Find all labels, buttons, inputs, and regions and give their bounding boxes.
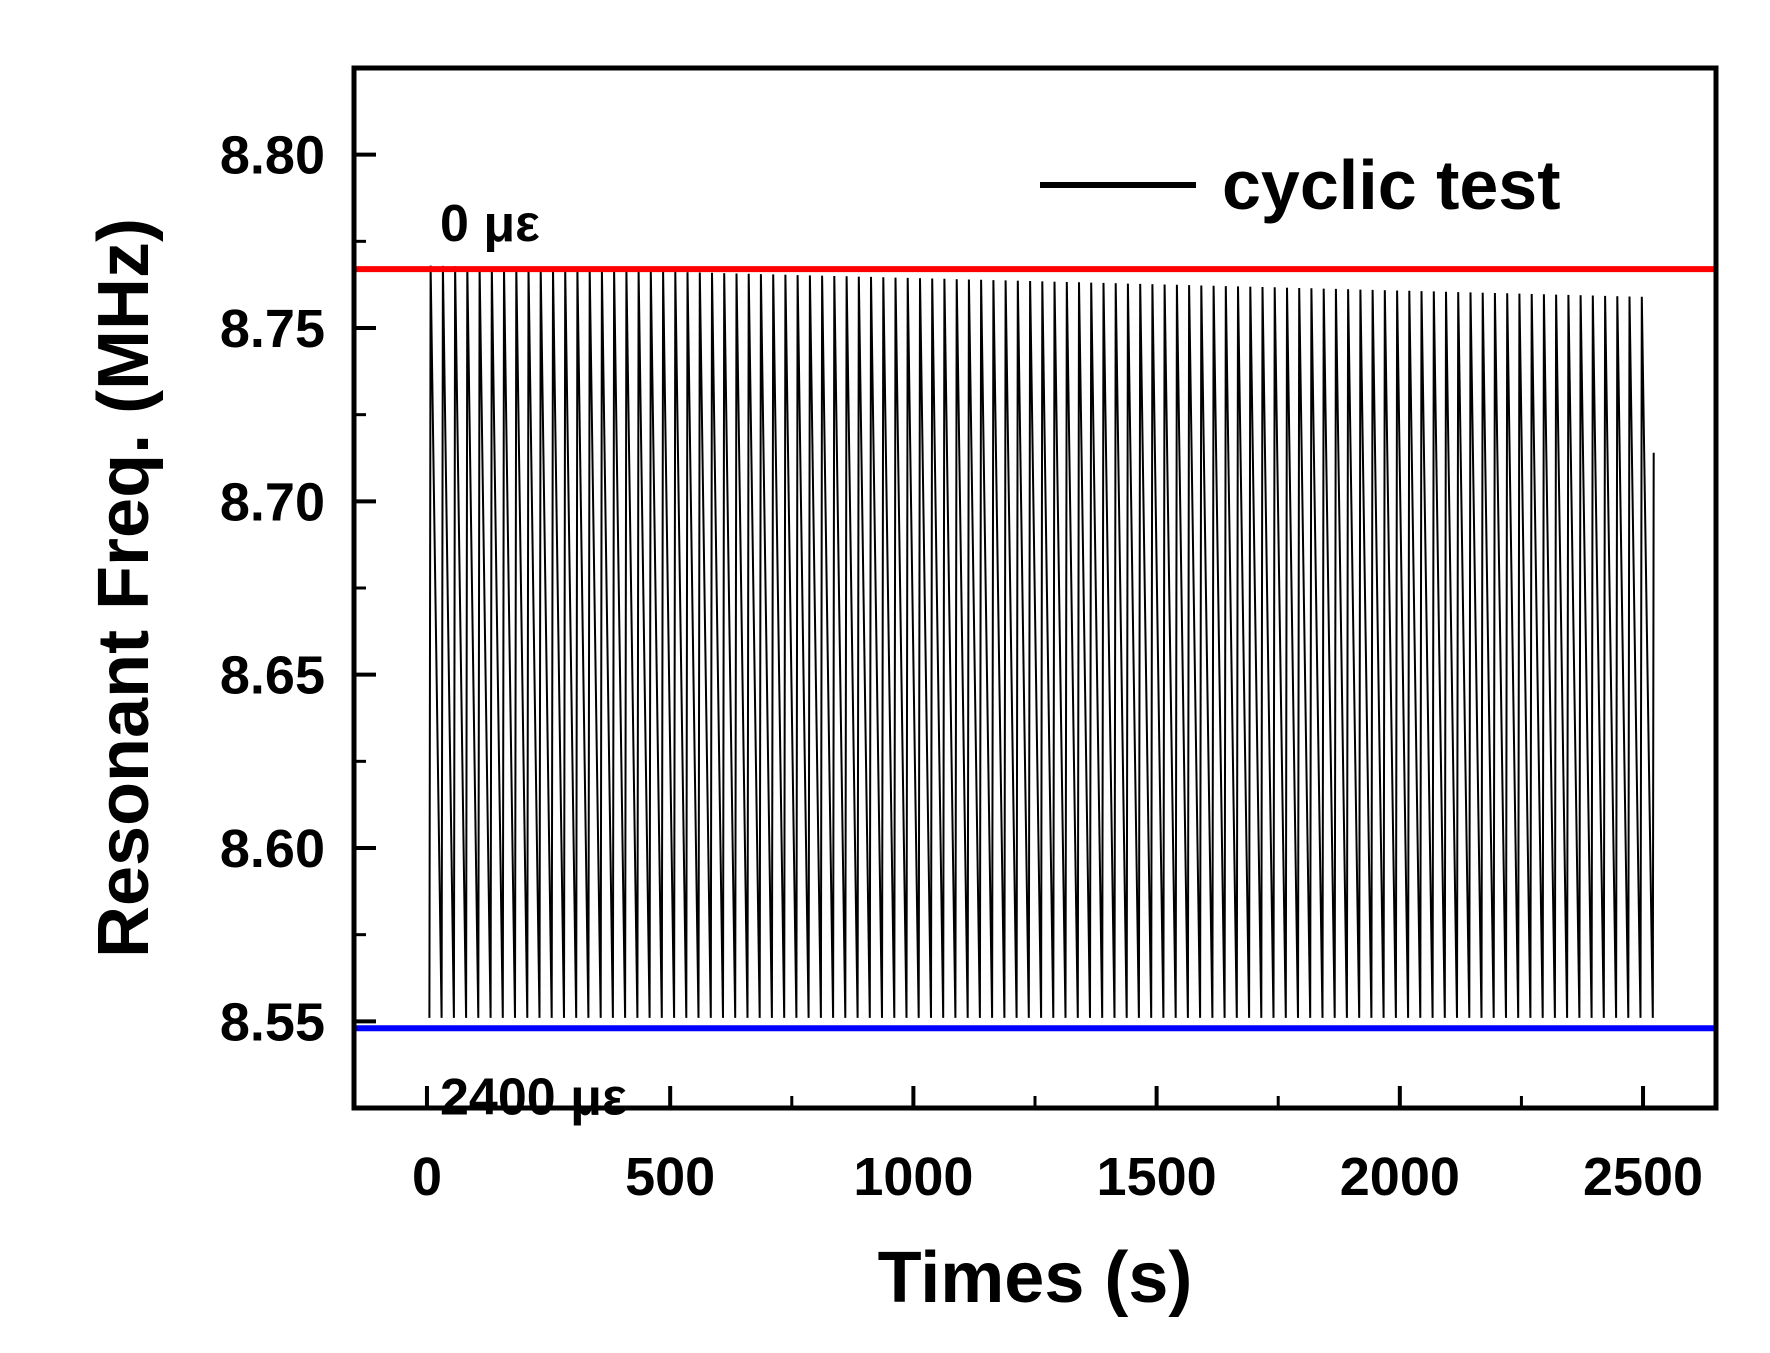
x-axis: 0 500 1000 1500 2000 2500: [412, 1086, 1703, 1207]
legend: cyclic test: [1040, 146, 1561, 224]
y-tick-label: 8.65: [220, 646, 325, 706]
reference-label-2400-microstrain: 2400 με: [440, 1068, 627, 1126]
reference-layer: [354, 266, 1716, 1032]
x-tick-label: 1500: [1097, 1147, 1217, 1207]
x-tick-label: 0: [412, 1147, 442, 1207]
x-tick-label: 2500: [1583, 1147, 1703, 1207]
y-tick-label: 8.75: [220, 299, 325, 359]
y-tick-label: 8.80: [220, 126, 325, 186]
legend-label: cyclic test: [1222, 146, 1561, 224]
x-tick-label: 1000: [853, 1147, 973, 1207]
y-tick-label: 8.70: [220, 472, 325, 532]
y-tick-label: 8.60: [220, 819, 325, 879]
x-tick-label: 2000: [1340, 1147, 1460, 1207]
y-tick-label: 8.55: [220, 992, 325, 1052]
reference-label-0-microstrain: 0 με: [440, 195, 540, 253]
series-layer: [428, 265, 1655, 1018]
y-axis: 8.55 8.60 8.65 8.70 8.75 8.80: [220, 66, 376, 1110]
x-axis-title: Times (s): [878, 1238, 1193, 1318]
x-tick-label: 500: [625, 1147, 715, 1207]
series-line-cyclic-test: [428, 265, 1655, 1018]
y-axis-title: Resonant Freq. (MHz): [84, 218, 164, 958]
